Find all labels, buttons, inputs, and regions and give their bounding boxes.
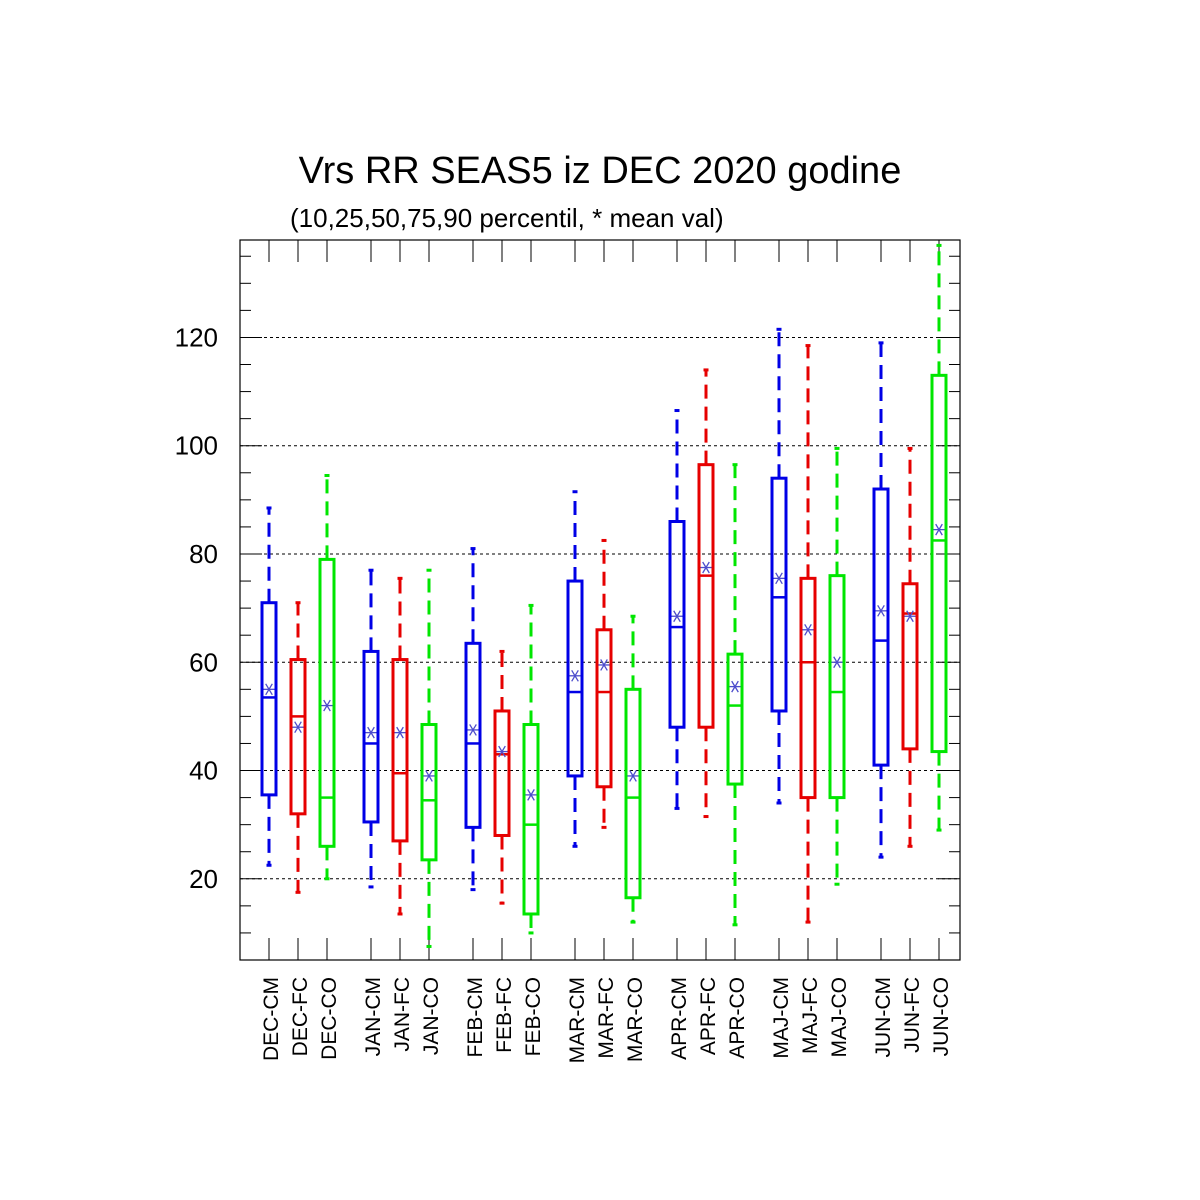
box-iqr [289, 658, 307, 816]
mean-marker-stroke [906, 610, 914, 623]
mean-marker [904, 610, 916, 623]
box-iqr [566, 579, 584, 778]
mean-marker [365, 726, 377, 739]
x-tick-label: FEB-CO [522, 977, 545, 1056]
mean-marker [773, 572, 785, 585]
mean-marker-stroke [673, 610, 681, 623]
mean-marker-stroke [425, 770, 433, 782]
y-tick-label: 60 [189, 647, 218, 677]
mean-marker [467, 724, 479, 736]
x-tick-label: FEB-CM [464, 977, 487, 1058]
box-iqr [493, 709, 511, 837]
mean-marker [569, 669, 581, 682]
x-tick-label: DEC-CO [318, 977, 341, 1060]
mean-marker [423, 770, 435, 782]
mean-marker [729, 680, 741, 693]
x-tick-label: MAJ-CM [770, 977, 793, 1059]
plot-frame [239, 239, 961, 961]
box-iqr [522, 723, 540, 916]
box-iqr [901, 582, 919, 751]
x-tick-label: JAN-CM [362, 977, 385, 1056]
mean-marker [394, 726, 406, 739]
x-tick-label: MAR-FC [595, 977, 618, 1059]
mean-marker-stroke [702, 561, 710, 574]
box-iqr [828, 574, 846, 800]
box-iqr [318, 557, 336, 848]
mean-marker [598, 659, 610, 671]
box-iqr [391, 658, 409, 843]
chart-title: Vrs RR SEAS5 iz DEC 2020 godine [298, 150, 902, 192]
mean-marker-stroke [731, 680, 739, 693]
mean-marker [700, 561, 712, 574]
box-iqr [872, 487, 890, 767]
x-tick-label: JAN-CO [420, 977, 443, 1055]
mean-marker-stroke [498, 745, 506, 758]
x-tick-label: JUN-FC [901, 977, 924, 1053]
mean-marker [263, 683, 275, 696]
x-tick-label: MAR-CM [566, 977, 589, 1063]
mean-marker-stroke [294, 721, 302, 734]
y-tick-label: 80 [189, 539, 218, 569]
y-tick-label: 100 [175, 431, 218, 461]
y-tick-label: 120 [175, 322, 218, 352]
mean-marker-stroke [775, 572, 783, 585]
box-iqr [770, 476, 788, 713]
x-tick-label: MAJ-CO [828, 977, 851, 1058]
box-iqr [799, 576, 817, 800]
box-iqr [260, 601, 278, 797]
mean-marker-stroke [804, 623, 812, 636]
x-tick-label: JAN-FC [391, 977, 414, 1052]
mean-marker-stroke [367, 726, 375, 739]
mean-marker-stroke [265, 683, 273, 696]
mean-marker-stroke [323, 699, 331, 712]
mean-marker [292, 721, 304, 734]
x-tick-label: APR-CM [668, 977, 691, 1060]
y-tick-label: 20 [189, 864, 218, 894]
x-tick-label: JUN-CM [872, 977, 895, 1057]
box-iqr [726, 652, 744, 786]
box-iqr [668, 520, 686, 729]
mean-marker-stroke [877, 604, 885, 617]
mean-marker-stroke [600, 659, 608, 671]
chart-subtitle: (10,25,50,75,90 percentil, * mean val) [290, 203, 724, 233]
mean-marker-stroke [571, 669, 579, 682]
x-tick-label: DEC-CM [260, 977, 283, 1061]
mean-marker [627, 770, 639, 782]
x-tick-label: APR-CO [726, 977, 749, 1059]
x-tick-label: MAR-CO [624, 977, 647, 1062]
mean-marker-stroke [469, 724, 477, 736]
mean-marker [875, 604, 887, 617]
box-iqr [362, 649, 380, 824]
box-iqr [697, 463, 715, 729]
box-iqr [464, 641, 482, 829]
x-tick-label: DEC-FC [289, 977, 312, 1056]
box-iqr [420, 723, 438, 862]
mean-marker-stroke [629, 770, 637, 782]
y-tick-label: 40 [189, 756, 218, 786]
mean-marker [802, 623, 814, 636]
mean-marker [831, 656, 843, 669]
mean-marker-stroke [527, 789, 535, 801]
mean-marker [525, 789, 537, 801]
box-iqr [930, 373, 948, 754]
mean-marker [321, 699, 333, 712]
x-tick-label: FEB-FC [493, 977, 516, 1053]
x-tick-label: JUN-CO [930, 977, 953, 1056]
mean-marker-stroke [935, 523, 943, 536]
x-tick-label: MAJ-FC [799, 977, 822, 1054]
mean-marker [933, 523, 945, 536]
mean-marker [496, 745, 508, 758]
x-tick-label: APR-FC [697, 977, 720, 1055]
box-iqr [595, 628, 613, 789]
box-iqr [624, 687, 642, 900]
mean-marker-stroke [396, 726, 404, 739]
mean-marker-stroke [833, 656, 841, 669]
mean-marker [671, 610, 683, 623]
